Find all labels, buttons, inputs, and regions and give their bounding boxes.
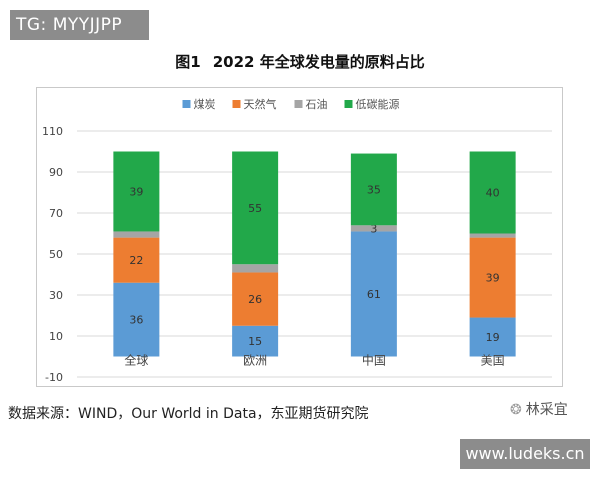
legend-swatch-2 [294, 100, 303, 108]
legend-swatch-3 [344, 100, 353, 108]
y-tick-label-1: 90 [49, 166, 63, 179]
chat-bubble-icon: ❂ [510, 402, 522, 418]
x-tick-label-1: 欧洲 [243, 354, 267, 368]
y-tick-label-0: 110 [42, 125, 63, 138]
bar-segment-2-3 [350, 153, 397, 226]
bar-segment-1-3 [232, 151, 279, 265]
data-label-0-1: 22 [129, 254, 143, 267]
legend-label-2: 石油 [306, 97, 328, 111]
watermark-bottom-right: www.ludeks.cn [460, 439, 590, 469]
bar-segment-0-2 [113, 231, 160, 238]
bar-segment-1-2 [232, 264, 279, 273]
bar-segment-3-3 [469, 151, 516, 234]
bar-segment-3-2 [469, 233, 516, 238]
legend-label-1: 天然气 [244, 97, 277, 111]
bar-segment-2-0 [350, 231, 397, 357]
y-tick-label-3: 50 [49, 248, 63, 261]
y-tick-label-5: 10 [49, 330, 63, 343]
bar-segment-0-3 [113, 151, 160, 232]
bar-segment-1-1 [232, 272, 279, 326]
watermark-top-left: TG: MYYJJPP [10, 10, 149, 40]
chart-frame: 煤炭 天然气 石油 低碳能源 110 90 70 50 30 10 -10 36 22 39 全球 15 26 5… [36, 87, 563, 387]
data-label-3-0: 19 [486, 331, 500, 344]
legend-label-0: 煤炭 [194, 98, 216, 111]
data-label-2-2: 3 [370, 222, 377, 235]
bar-segment-2-2 [350, 225, 397, 232]
chart-title: 图1 2022 年全球发电量的原料占比 [0, 51, 600, 72]
figure-label: 图1 [175, 53, 201, 71]
data-label-0-0: 36 [129, 314, 143, 327]
x-tick-label-2: 中国 [362, 353, 386, 368]
bar-segment-0-1 [113, 237, 160, 283]
y-tick-label-6: -10 [45, 371, 63, 384]
data-label-0-3: 39 [129, 185, 143, 198]
data-label-2-0: 61 [367, 288, 381, 301]
data-label-3-3: 40 [486, 187, 500, 200]
legend-swatch-0 [182, 100, 191, 108]
chart-title-text: 2022 年全球发电量的原料占比 [212, 53, 425, 71]
publisher-name: 林采宜 [525, 402, 568, 418]
legend-swatch-1 [232, 100, 241, 108]
bar-segment-3-0 [469, 317, 516, 357]
data-label-1-1: 26 [248, 293, 262, 306]
legend-label-3: 低碳能源 [356, 97, 400, 111]
bar-segment-1-0 [232, 325, 279, 357]
source-note: 数据来源：WIND，Our World in Data，东亚期货研究院 [8, 406, 369, 422]
bar-segment-3-1 [469, 237, 516, 318]
x-tick-label-3: 美国 [481, 354, 505, 368]
data-label-3-1: 39 [486, 272, 500, 285]
data-label-1-0: 15 [248, 335, 262, 348]
data-label-1-3: 55 [248, 202, 262, 215]
x-tick-label-0: 全球 [124, 353, 148, 368]
bar-segment-0-0 [113, 282, 160, 357]
stacked-bar-chart: 煤炭 天然气 石油 低碳能源 110 90 70 50 30 10 -10 36 22 39 全球 15 26 5… [42, 97, 552, 384]
data-label-2-3: 35 [367, 183, 381, 196]
publisher-logo: ❂ 林采宜 [510, 399, 568, 419]
y-tick-label-4: 30 [49, 289, 63, 302]
y-tick-label-2: 70 [49, 207, 63, 220]
